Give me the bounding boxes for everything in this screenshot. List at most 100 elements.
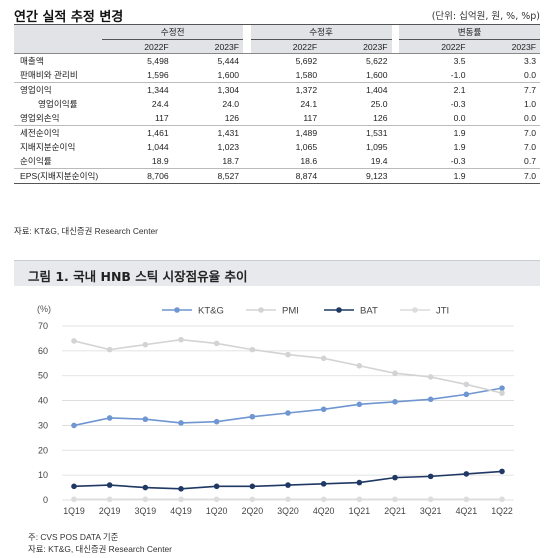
x-tick-label: 1Q19 [63, 506, 85, 516]
table-cell: 117 [154, 113, 169, 123]
row-label: 영업이익 [14, 81, 103, 97]
data-point [463, 381, 470, 388]
data-point [213, 483, 220, 490]
table-cell: 0.0 [524, 69, 536, 80]
table-title: 연간 실적 추정 변경 [14, 10, 124, 25]
data-point [499, 385, 505, 391]
table-cell: 18.9 [151, 156, 169, 167]
data-point [356, 479, 363, 486]
table-row: EPS(지배지분순이익) 8,706 8,527 8,874 9,123 1.9 7.0 [14, 168, 540, 184]
data-point [427, 374, 434, 380]
table-cell: -1.0 [450, 69, 466, 80]
y-axis-label: (%) [37, 304, 51, 314]
data-point [249, 496, 256, 503]
data-point [392, 399, 398, 405]
table-unit: (단위: 십억원, 원, %, %p) [431, 11, 540, 22]
data-point [463, 391, 470, 398]
y-tick-label: 50 [38, 371, 48, 381]
table-source: 자료: KT&G, 대신증권 Research Center [14, 226, 158, 236]
y-tick-label: 60 [38, 346, 48, 356]
table-cell: 1,596 [147, 69, 169, 80]
data-point [499, 468, 505, 475]
table-cell: 5,692 [295, 55, 318, 66]
data-point [392, 474, 398, 481]
table-cell: 8,706 [102, 168, 173, 184]
data-point [285, 496, 291, 503]
table-row: 영업이익률 24.4 24.0 24.1 25.0 -0.3 1.0 [14, 97, 540, 111]
year-header: 2022F [102, 39, 173, 54]
legend-marker [258, 307, 264, 313]
table-cell: 1.9 [453, 142, 466, 153]
figure-note: 주: CVS POS DATA 기준 [28, 532, 119, 542]
row-label: 영업외손익 [20, 113, 60, 123]
table-cell: 5,444 [217, 55, 240, 66]
data-point [249, 346, 256, 353]
market-share-line-chart: (%) 0 10 20 30 40 50 60 70 1Q19 2Q19 3Q19 4Q19 1Q20 2Q… [37, 304, 514, 516]
table-cell: 1,023 [217, 142, 240, 153]
row-label: 매출액 [20, 55, 44, 66]
row-label: 지배지분순이익 [20, 142, 76, 153]
x-tick-label: 2Q20 [242, 506, 264, 516]
figure-title: 그림 1. 국내 HNB 스틱 시장점유율 추이 [28, 269, 248, 284]
table-cell: 1,531 [321, 124, 392, 140]
table-cell: 1,489 [250, 124, 322, 140]
data-point [106, 496, 113, 503]
table-cell: 18.7 [222, 156, 240, 167]
data-point [427, 496, 434, 503]
data-point [178, 496, 184, 503]
data-point [106, 346, 113, 353]
table-cell: 7.0 [524, 142, 536, 153]
y-tick-label: 0 [43, 495, 48, 505]
table-cell: 1,600 [365, 69, 388, 80]
table-cell: 18.6 [300, 156, 318, 167]
table-cell: 1.9 [399, 124, 470, 140]
data-point [320, 355, 327, 362]
legend-marker [412, 307, 418, 313]
legend-marker [174, 307, 180, 313]
data-point [285, 482, 291, 488]
table-cell: 19.4 [370, 156, 388, 167]
x-tick-label: 3Q20 [277, 506, 299, 516]
data-point [71, 496, 77, 503]
data-point [106, 482, 113, 488]
table-cell: 3.5 [453, 55, 466, 66]
table-cell: 1.0 [524, 98, 536, 109]
table-cell: 1,065 [295, 142, 318, 153]
table-cell: 0.7 [524, 156, 536, 167]
data-point [499, 496, 505, 503]
legend-label: JTI [436, 306, 449, 317]
table-cell: 24.4 [151, 98, 169, 109]
row-label: EPS(지배지분순이익) [14, 168, 103, 184]
data-point [71, 338, 77, 344]
table-cell: 1,431 [172, 124, 244, 140]
table-row: 영업외손익 117 126 117 126 0.0 0.0 [14, 111, 540, 125]
table-row: 세전순이익 1,461 1,431 1,489 1,531 1.9 7.0 [14, 124, 540, 140]
data-point [106, 415, 113, 421]
table-cell: 1,580 [295, 69, 318, 80]
year-header: 2023F [321, 39, 392, 54]
data-point [463, 496, 470, 503]
data-point [427, 396, 434, 403]
data-point [320, 481, 327, 487]
figure-title-bar: 그림 1. 국내 HNB 스틱 시장점유율 추이 [14, 260, 540, 286]
table-cell: 9,123 [321, 168, 392, 184]
table-cell: 1,461 [102, 124, 173, 140]
data-point [320, 496, 327, 503]
table-cell: 1,044 [147, 142, 169, 153]
data-point [71, 422, 77, 429]
data-point [213, 418, 220, 425]
table-cell: 5,622 [365, 55, 388, 66]
y-tick-label: 10 [38, 470, 48, 480]
y-tick-label: 20 [38, 445, 48, 455]
table-cell: 126 [373, 113, 388, 123]
table-cell: 1,404 [321, 81, 392, 97]
estimate-table: 수정전 수정후 변동률 2022F 2023F 2022F 2023F 2022… [14, 24, 540, 184]
x-tick-label: 1Q21 [349, 506, 371, 516]
legend-marker [336, 307, 342, 313]
x-tick-label: 3Q21 [420, 506, 442, 516]
data-point [463, 471, 470, 477]
table-cell: 8,874 [250, 168, 322, 184]
table-cell: 5,498 [147, 55, 169, 66]
data-point [142, 416, 149, 423]
table-cell: -0.3 [450, 156, 466, 167]
